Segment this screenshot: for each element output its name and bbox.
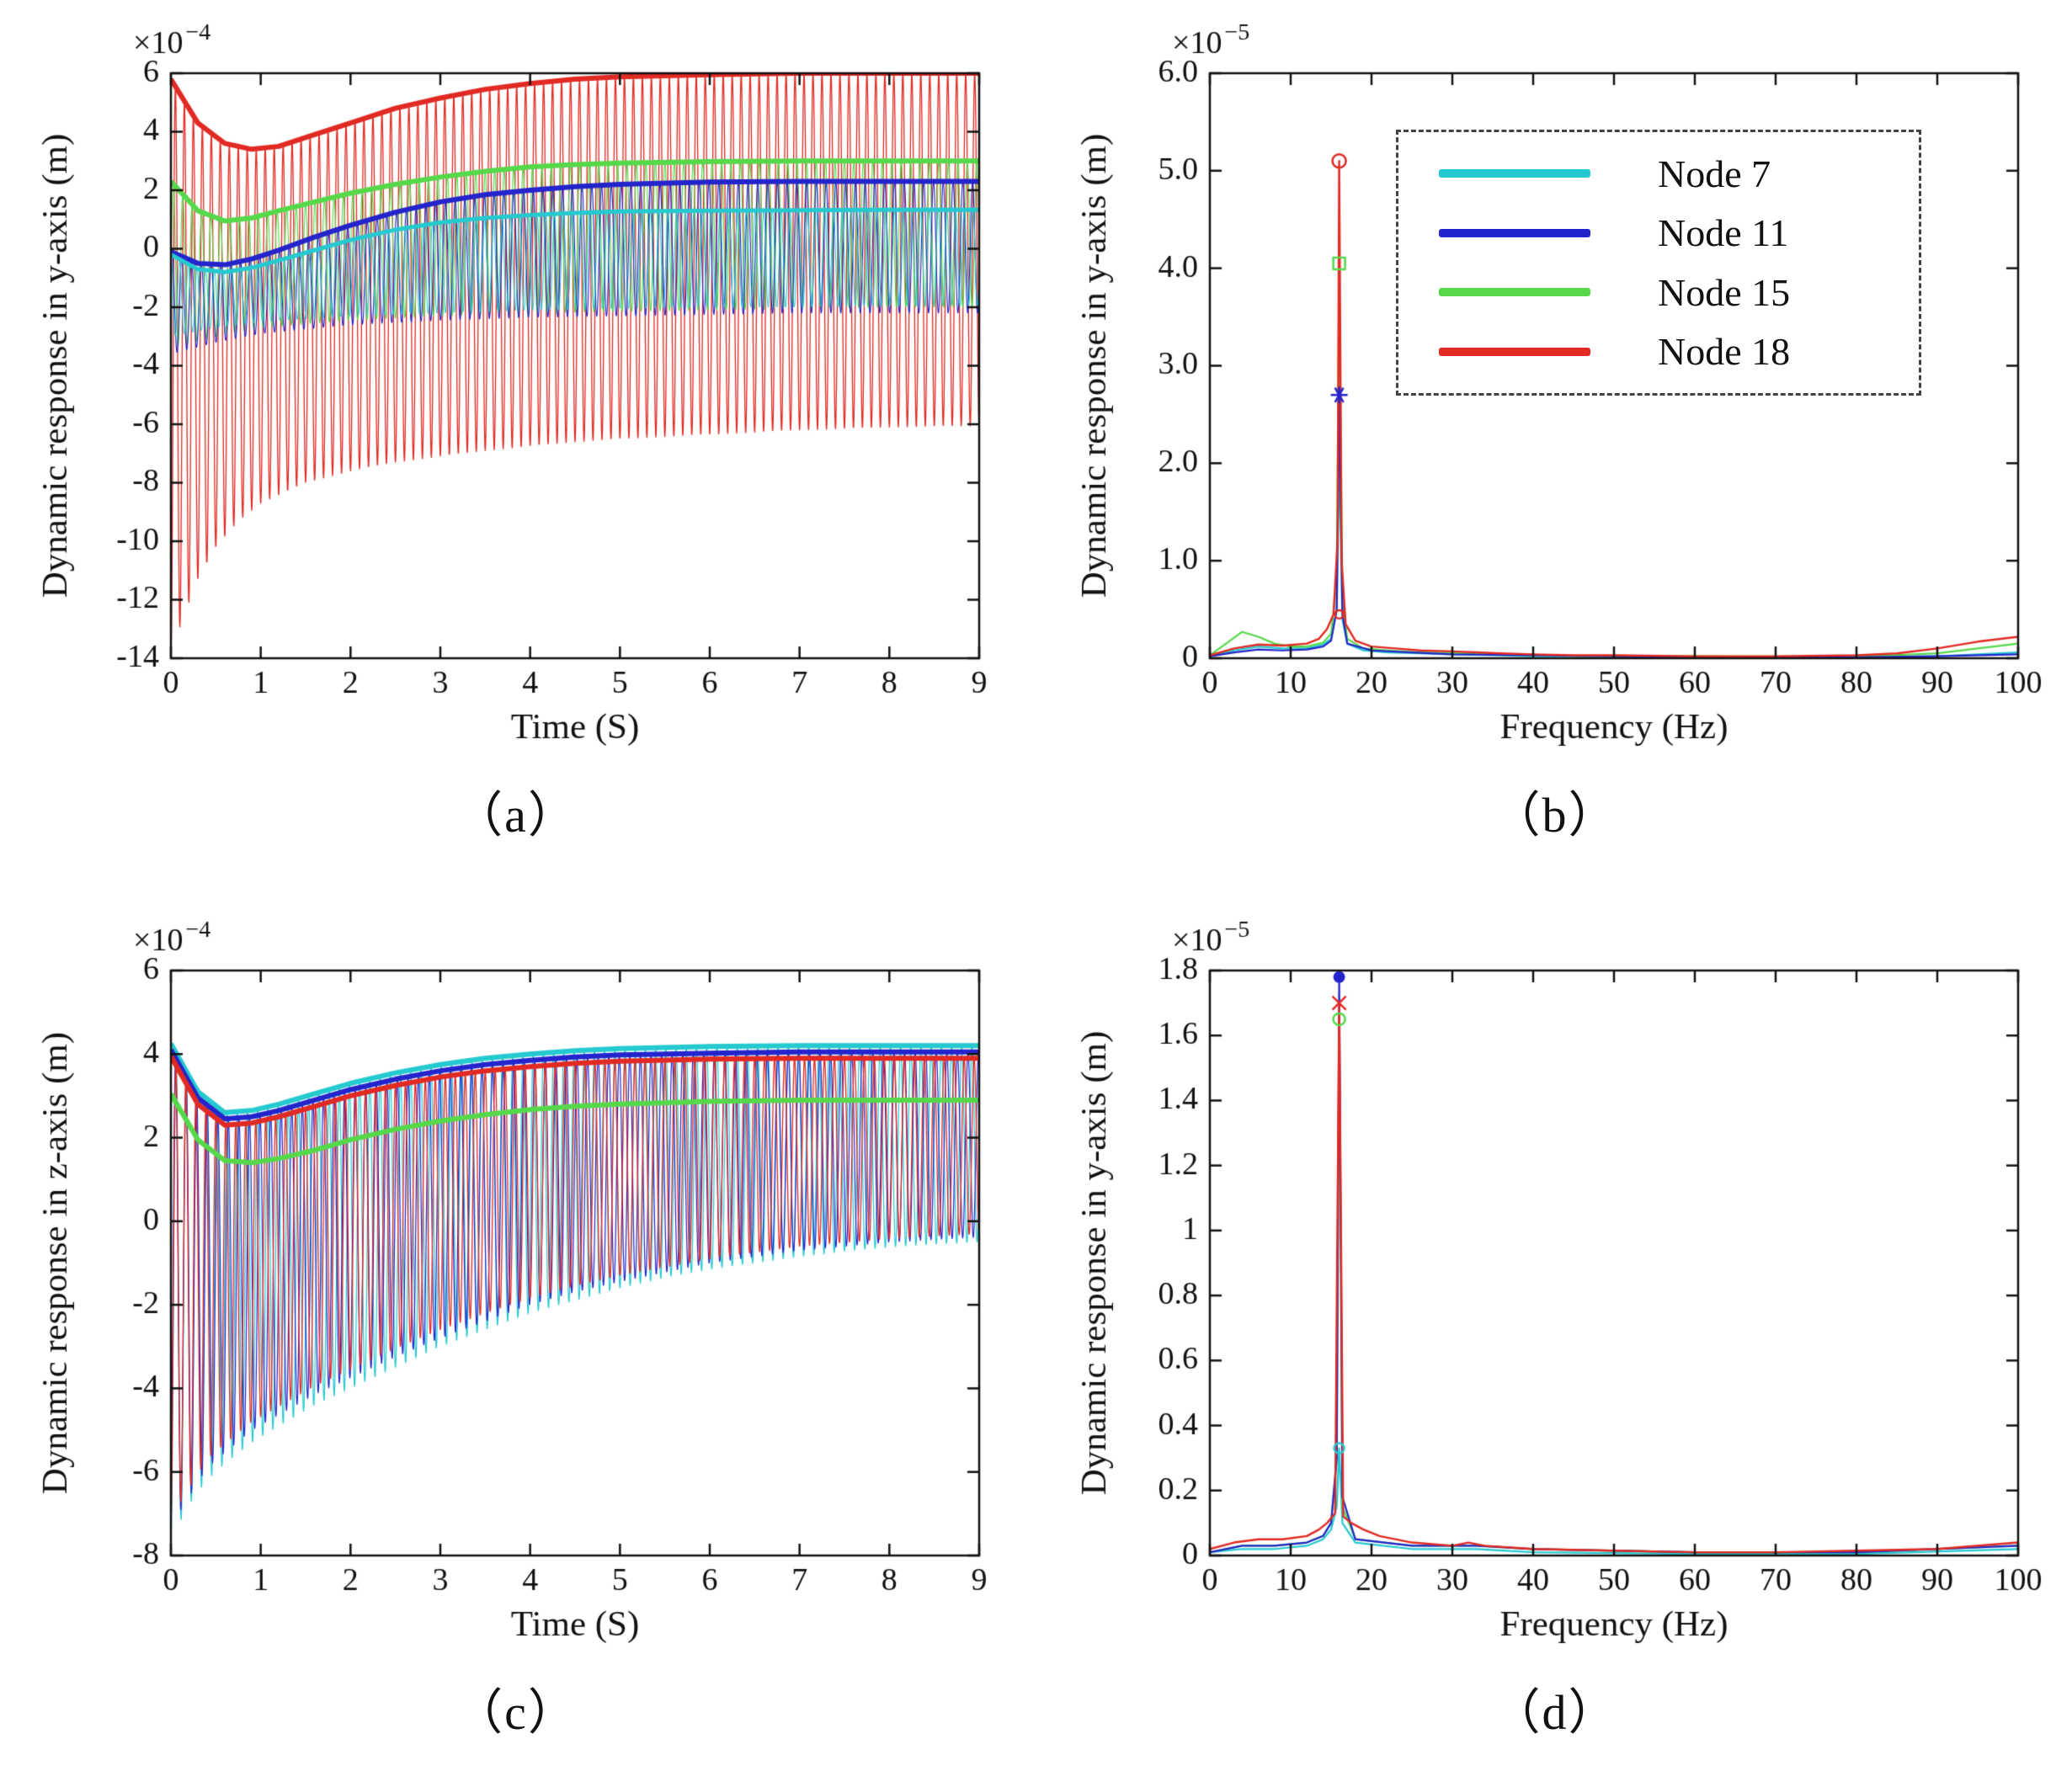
panel-b: （b） Node 7 Node 11 Node 15 Node 18 <box>1063 10 2048 846</box>
panel-a: （a） <box>24 10 1009 846</box>
caption-b: （b） <box>1491 788 1619 843</box>
chart-b-canvas <box>1063 10 2048 772</box>
caption-c: （c） <box>454 1685 578 1740</box>
caption-a: （a） <box>454 788 578 843</box>
legend-line-node11-icon <box>1439 228 1590 237</box>
legend-label-node7: Node 7 <box>1658 152 1771 195</box>
legend-label-node15: Node 15 <box>1658 270 1791 314</box>
legend-item-node15: Node 15 <box>1407 270 1910 315</box>
chart-c-canvas <box>24 907 1009 1669</box>
panel-c: （c） <box>24 907 1009 1743</box>
legend-label-node18: Node 18 <box>1658 330 1791 374</box>
legend-item-node11: Node 11 <box>1407 210 1910 255</box>
legend: Node 7 Node 11 Node 15 Node 18 <box>1396 130 1921 396</box>
legend-label-node11: Node 11 <box>1658 211 1789 255</box>
panel-d: （d） <box>1063 907 2048 1743</box>
caption-d: （d） <box>1491 1685 1619 1740</box>
legend-line-node18-icon <box>1439 347 1590 356</box>
legend-item-node7: Node 7 <box>1407 152 1910 196</box>
legend-item-node18: Node 18 <box>1407 329 1910 374</box>
legend-line-node15-icon <box>1439 288 1590 297</box>
chart-a-canvas <box>24 10 1009 772</box>
chart-d-canvas <box>1063 907 2048 1669</box>
legend-line-node7-icon <box>1439 169 1590 178</box>
